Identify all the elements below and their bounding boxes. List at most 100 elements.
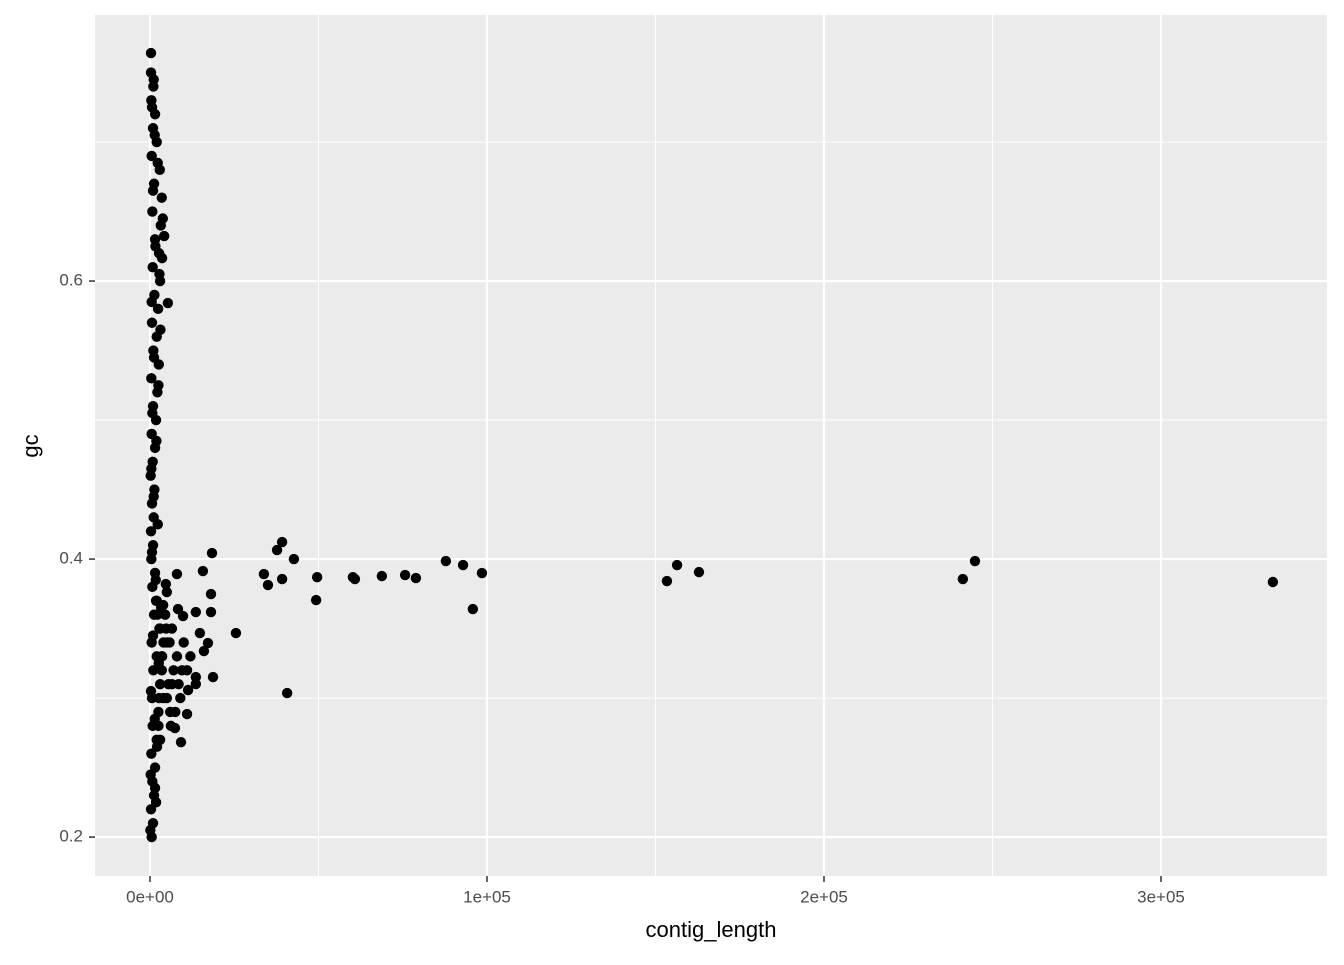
point [671,559,683,571]
point [162,297,174,309]
point [151,435,162,447]
point [145,526,157,537]
point [156,665,167,676]
point [171,568,183,580]
point [207,671,219,683]
point [476,567,488,579]
point [145,824,156,836]
point [160,623,172,634]
point [154,268,165,280]
point [147,261,158,273]
point [440,555,452,567]
point [230,627,242,639]
point [152,519,163,530]
point [205,606,217,618]
point [146,463,157,474]
point [153,720,164,732]
y-tick-label: 0.2 [59,827,83,846]
point [178,637,189,648]
y-tick-label: 0.4 [59,549,83,568]
point [161,586,173,598]
point [160,578,172,590]
x-tick-label: 0e+00 [126,887,174,906]
point [185,651,196,662]
y-axis-title: gc [18,434,43,457]
point [150,574,161,586]
point [146,296,157,308]
point [957,573,969,585]
point [147,185,159,196]
point [202,637,214,649]
point [177,610,189,622]
point [152,157,163,169]
point [171,651,183,662]
x-tick-label: 1e+05 [463,887,511,906]
point [153,380,164,391]
point [145,685,157,697]
point [176,665,188,676]
point [156,651,168,662]
point [276,536,288,548]
point [159,609,171,620]
point [175,692,186,704]
point [276,573,288,585]
point [347,571,359,583]
point [410,572,422,584]
point [457,559,469,571]
point [175,736,187,748]
point [288,553,300,565]
point [271,544,283,556]
point [281,687,293,699]
point [148,74,159,85]
point [158,230,170,242]
point [155,324,166,335]
point [146,373,157,384]
point [190,678,202,690]
point [146,546,158,558]
point [145,769,156,780]
x-tick-label: 3e+05 [1137,887,1185,906]
point [168,665,179,676]
point [145,47,157,59]
point [148,352,160,363]
point [152,609,163,620]
point [150,595,162,606]
point [146,317,158,328]
point [164,637,175,648]
point [182,684,194,696]
point [150,797,162,808]
x-tick-label: 2e+05 [800,887,848,906]
point [148,491,159,502]
point [969,555,981,567]
x-axis-title: contig_length [646,917,777,942]
point [147,407,158,419]
point [152,303,164,315]
point [157,213,169,224]
point [149,129,160,141]
point [163,678,174,690]
point [165,720,177,732]
point [198,645,210,657]
point [161,692,173,704]
point [181,708,193,720]
point [206,547,218,559]
point [194,627,206,639]
point [310,594,322,606]
point [399,569,411,581]
point [146,748,157,759]
point [262,579,274,591]
point [205,588,217,600]
point [1267,576,1279,588]
point [661,575,673,587]
point [467,603,479,615]
point [311,571,323,583]
point [154,734,166,745]
point [150,241,161,252]
point [693,566,705,578]
point [190,606,202,618]
point [147,206,158,217]
point [258,568,270,580]
point [156,192,167,203]
